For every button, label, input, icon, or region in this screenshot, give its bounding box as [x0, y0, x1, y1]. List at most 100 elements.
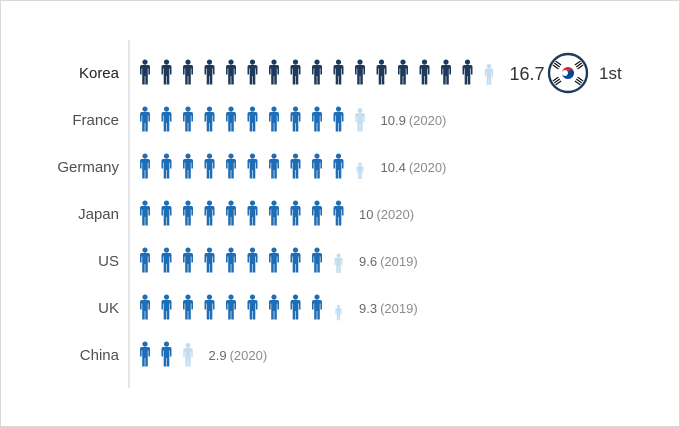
- person-icon: [333, 153, 344, 179]
- person-icon: [161, 106, 172, 132]
- person-icon: [140, 247, 150, 273]
- person-icon: [290, 247, 301, 273]
- country-label: UK: [98, 300, 119, 317]
- value-number: 10: [359, 207, 373, 222]
- person-icon: [183, 200, 193, 226]
- value-label: 16.7: [510, 64, 545, 84]
- row-france: France 10.9 (2020): [72, 106, 447, 132]
- value-number: 9.6: [359, 254, 377, 269]
- row-uk: UK 9.3 (2019): [98, 294, 418, 321]
- country-label: Japan: [78, 206, 119, 223]
- person-icon: [226, 294, 236, 320]
- person-icon: [247, 59, 258, 85]
- person-icon: [333, 106, 344, 132]
- person-icon: [204, 106, 215, 132]
- person-icon: [355, 59, 365, 85]
- person-icon: [140, 153, 150, 179]
- country-label: Korea: [79, 65, 120, 82]
- row-china: China 2.9 (2020): [80, 341, 268, 367]
- person-icon: [183, 247, 193, 273]
- value-label: 9.3 (2019): [359, 301, 418, 316]
- value-year: (2019): [380, 254, 418, 269]
- person-icon: [226, 106, 236, 132]
- rank-badge: 1st: [547, 52, 622, 94]
- value-label: 10 (2020): [359, 207, 414, 222]
- partial-person-icon: [334, 253, 343, 273]
- person-icon: [290, 59, 301, 85]
- person-icon: [226, 153, 236, 179]
- row-germany: Germany 10.4 (2020): [57, 153, 447, 180]
- value-year: (2020): [409, 113, 447, 128]
- rank-label: 1st: [599, 64, 622, 83]
- person-icon: [269, 106, 279, 132]
- person-icon: [398, 59, 408, 85]
- person-icon: [312, 59, 322, 85]
- person-icon: [140, 106, 150, 132]
- south-korea-flag-icon: [552, 60, 584, 86]
- person-icon: [290, 153, 301, 179]
- country-label: France: [72, 112, 119, 129]
- person-icon: [140, 294, 150, 320]
- person-icon: [312, 247, 322, 273]
- person-icon: [269, 294, 279, 320]
- person-icon: [161, 200, 172, 226]
- person-icon: [312, 106, 322, 132]
- person-icon: [247, 247, 258, 273]
- person-icon: [290, 200, 301, 226]
- person-icon: [269, 247, 279, 273]
- person-icon: [226, 247, 236, 273]
- person-icon: [140, 59, 150, 85]
- person-icon: [247, 200, 258, 226]
- person-icon: [204, 59, 215, 85]
- partial-person-icon: [355, 107, 365, 132]
- partial-person-icon: [183, 342, 193, 367]
- value-number: 10.9: [381, 113, 406, 128]
- person-icon: [161, 341, 172, 367]
- row-korea: Korea 16.7: [79, 59, 545, 85]
- person-icon: [462, 59, 473, 85]
- partial-person-icon: [356, 162, 364, 180]
- partial-person-icon: [484, 63, 494, 85]
- person-icon: [161, 247, 172, 273]
- person-icon: [247, 106, 258, 132]
- value-year: (2020): [230, 348, 268, 363]
- person-icon: [269, 59, 279, 85]
- row-japan: Japan 10 (2020): [78, 200, 414, 226]
- person-icon: [204, 200, 215, 226]
- value-label: 10.4 (2020): [381, 160, 447, 175]
- person-icon: [290, 294, 301, 320]
- person-icon: [183, 106, 193, 132]
- value-number: 10.4: [381, 160, 406, 175]
- value-number: 9.3: [359, 301, 377, 316]
- person-icon: [312, 294, 322, 320]
- person-icon: [140, 200, 150, 226]
- value-number: 2.9: [209, 348, 227, 363]
- country-label: US: [98, 253, 119, 270]
- person-icon: [441, 59, 451, 85]
- value-label: 9.6 (2019): [359, 254, 418, 269]
- person-icon: [204, 294, 215, 320]
- person-icon: [312, 153, 322, 179]
- person-icon: [183, 294, 193, 320]
- person-icon: [247, 294, 258, 320]
- person-icon: [269, 153, 279, 179]
- country-label: China: [80, 347, 120, 364]
- person-icon: [376, 59, 387, 85]
- person-icon: [290, 106, 301, 132]
- person-icon: [312, 200, 322, 226]
- person-icon: [140, 341, 150, 367]
- value-label: 2.9 (2020): [209, 348, 268, 363]
- country-label: Germany: [57, 159, 119, 176]
- person-icon: [161, 153, 172, 179]
- partial-person-icon: [335, 304, 342, 321]
- person-icon: [226, 59, 236, 85]
- person-icon: [161, 294, 172, 320]
- row-us: US 9.6 (2019): [98, 247, 418, 273]
- value-year: (2020): [409, 160, 447, 175]
- person-icon: [183, 153, 193, 179]
- value-year: (2019): [380, 301, 418, 316]
- person-icon: [183, 59, 193, 85]
- person-icon: [161, 59, 172, 85]
- person-icon: [247, 153, 258, 179]
